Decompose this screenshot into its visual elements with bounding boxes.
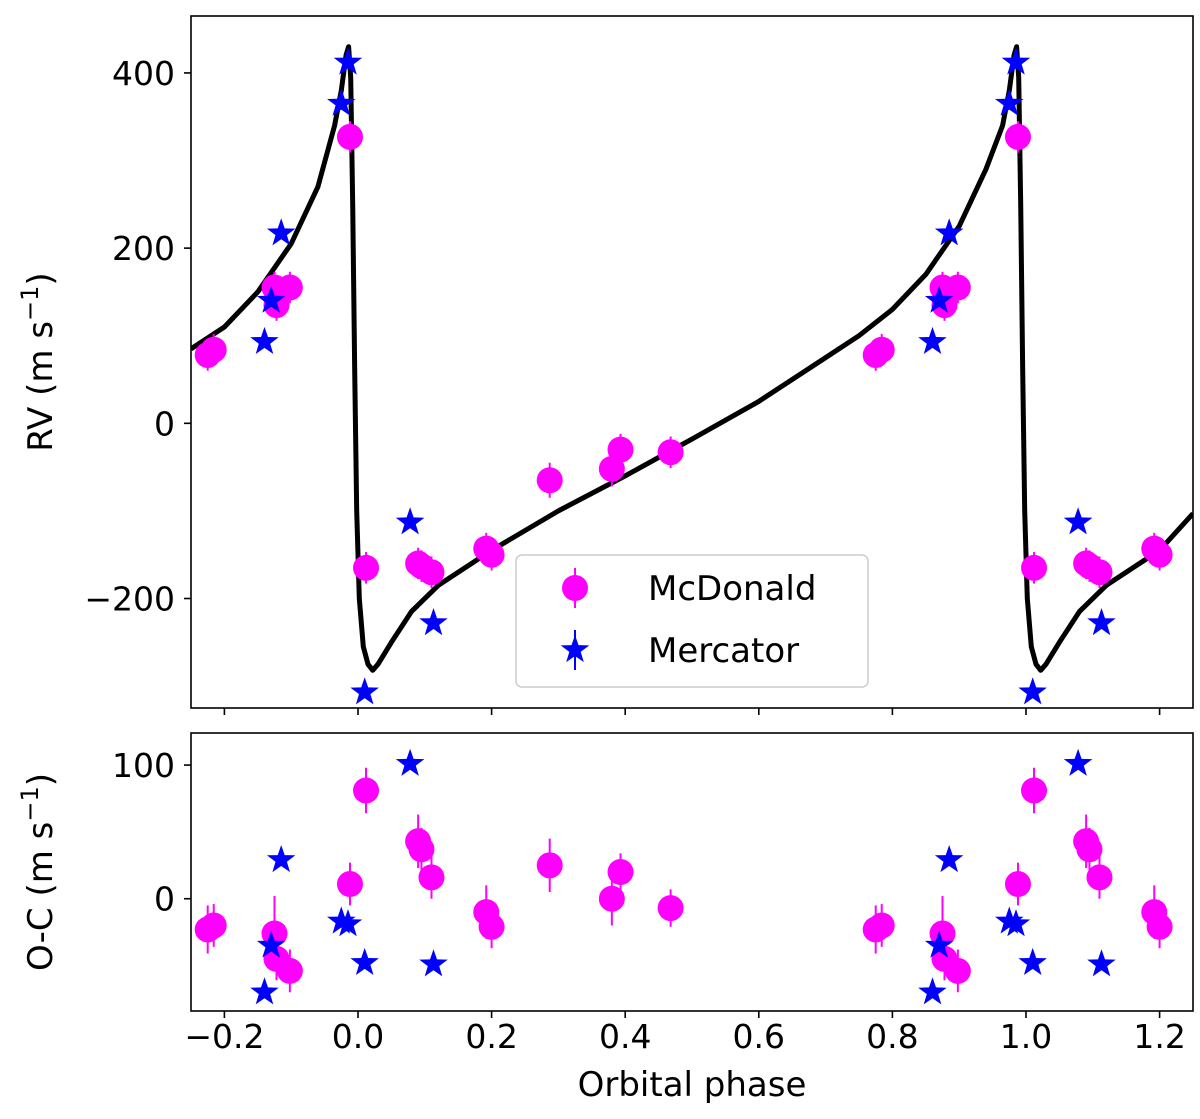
oc-mcdonald-point <box>868 912 895 939</box>
oc-mercator-point <box>1063 748 1093 776</box>
oc-axes-frame <box>190 732 1194 1012</box>
rv-mercator-point <box>250 326 279 354</box>
rv-mcdonald-point <box>276 274 303 301</box>
oc-x-tick-label: 0.0 <box>332 1017 384 1056</box>
oc-x-tick-label: 0.4 <box>599 1017 651 1056</box>
oc-mcdonald-point <box>1146 913 1173 940</box>
oc-mcdonald-point <box>598 885 625 912</box>
rv-mercator-point <box>395 507 425 535</box>
rv-mcdonald-point <box>418 559 445 586</box>
rv-axes-frame <box>190 15 1194 709</box>
oc-mcdonald-point <box>536 852 563 879</box>
oc-y-axis-label-main: O-C (m s <box>21 822 61 971</box>
oc-y-tick-label: 0 <box>154 880 175 919</box>
oc-mcdonald-point <box>657 895 684 922</box>
oc-x-tick-label: 0.2 <box>465 1017 517 1056</box>
oc-mcdonald-point <box>1004 871 1031 898</box>
oc-mercator-point <box>395 748 425 776</box>
oc-y-axis-label-close: ) <box>21 773 61 786</box>
rv-mercator-point <box>327 88 356 116</box>
oc-mercator-point <box>250 977 279 1005</box>
rv-mercator-point <box>266 218 296 246</box>
legend-box <box>515 554 869 688</box>
rv-y-axis-label: RV (m s−1) <box>16 272 61 451</box>
legend-label-mcdonald: McDonald <box>648 569 816 609</box>
rv-mercator-point <box>419 608 448 636</box>
oc-mercator-point <box>924 930 954 958</box>
rv-mercator-point <box>995 88 1024 116</box>
oc-x-tick-label: 0.6 <box>733 1017 785 1056</box>
rv-y-tick-label: 400 <box>112 54 175 93</box>
legend-mercator-marker <box>560 635 590 663</box>
oc-y-axis-label-sup: −1 <box>16 786 44 821</box>
rv-mcdonald-point <box>1004 123 1031 150</box>
rv-y-axis-label-close: ) <box>21 272 61 285</box>
rv-mcdonald-point <box>353 554 380 581</box>
oc-mercator-point <box>1087 949 1116 977</box>
rv-y-tick-label: 200 <box>112 229 175 268</box>
rv-mcdonald-point <box>1146 541 1173 568</box>
rv-plot-area <box>191 44 1193 705</box>
oc-mercator-point <box>1001 909 1031 937</box>
rv-mercator-point <box>934 218 964 246</box>
oc-mercator-point <box>934 845 964 873</box>
rv-y-axis-label-main: RV (m s <box>21 321 61 452</box>
rv-mercator-point <box>924 285 954 313</box>
oc-mercator-point <box>918 977 947 1005</box>
rv-y-axis-label-sup: −1 <box>16 286 44 321</box>
rv-mcdonald-point <box>1021 554 1048 581</box>
oc-mcdonald-point <box>276 957 303 984</box>
oc-x-tick-label: 1.2 <box>1133 1017 1185 1056</box>
rv-mcdonald-point <box>536 467 563 494</box>
oc-mercator-point <box>333 909 363 937</box>
rv-panel: −200 0 200 400 RV (m s−1) McDonald Mercator <box>16 15 1194 715</box>
oc-y-axis-label: O-C (m s−1) <box>16 773 61 971</box>
oc-mcdonald-point <box>944 957 971 984</box>
oc-x-tick-label: 0.8 <box>866 1017 918 1056</box>
oc-mcdonald-point <box>418 864 445 891</box>
oc-plot-area <box>194 748 1173 1005</box>
rv-mercator-point <box>1018 677 1047 705</box>
rv-mcdonald-point <box>200 336 227 363</box>
oc-mcdonald-point <box>478 913 505 940</box>
rv-mercator-point <box>918 326 947 354</box>
legend-label-mercator: Mercator <box>648 631 799 671</box>
oc-x-tick-label: 1.0 <box>1000 1017 1052 1056</box>
oc-mercator-point <box>1018 947 1047 975</box>
residual-panel: −0.2 0.0 0.2 0.4 0.6 0.8 1.0 1.2 0 100 O-C (m s−1)… <box>16 732 1194 1105</box>
x-axis-label: Orbital phase <box>578 1065 807 1105</box>
rv-mercator-point <box>333 47 363 75</box>
oc-mcdonald-point <box>1086 864 1113 891</box>
legend-mcdonald-marker <box>562 575 588 601</box>
rv-mercator-point <box>1001 47 1031 75</box>
oc-mcdonald-point <box>336 871 363 898</box>
rv-mercator-point <box>256 285 286 313</box>
oc-mcdonald-point <box>408 836 435 863</box>
oc-x-tick-label: −0.2 <box>184 1017 264 1056</box>
rv-y-tick-label: 0 <box>154 404 175 443</box>
rv-mcdonald-point <box>336 123 363 150</box>
oc-mercator-point <box>266 845 296 873</box>
rv-mcdonald-point <box>607 436 634 463</box>
oc-mercator-point <box>256 930 286 958</box>
rv-mcdonald-point <box>657 439 684 466</box>
rv-mcdonald-point <box>868 336 895 363</box>
oc-mcdonald-point <box>353 777 380 804</box>
rv-mercator-point <box>350 677 379 705</box>
rv-mcdonald-point <box>1086 559 1113 586</box>
oc-mercator-point <box>419 949 448 977</box>
oc-mcdonald-point <box>200 912 227 939</box>
rv-y-tick-label: −200 <box>84 580 175 619</box>
rv-mercator-point <box>1087 608 1116 636</box>
oc-mcdonald-point <box>1076 836 1103 863</box>
rv-mcdonald-point <box>478 541 505 568</box>
oc-mercator-point <box>350 947 379 975</box>
oc-mcdonald-point <box>1021 777 1048 804</box>
rv-mercator-point <box>1063 507 1093 535</box>
oc-mcdonald-point <box>607 859 634 885</box>
rv-mcdonald-point <box>944 274 971 301</box>
oc-y-tick-label: 100 <box>112 746 175 785</box>
legend: McDonald Mercator <box>515 554 869 688</box>
